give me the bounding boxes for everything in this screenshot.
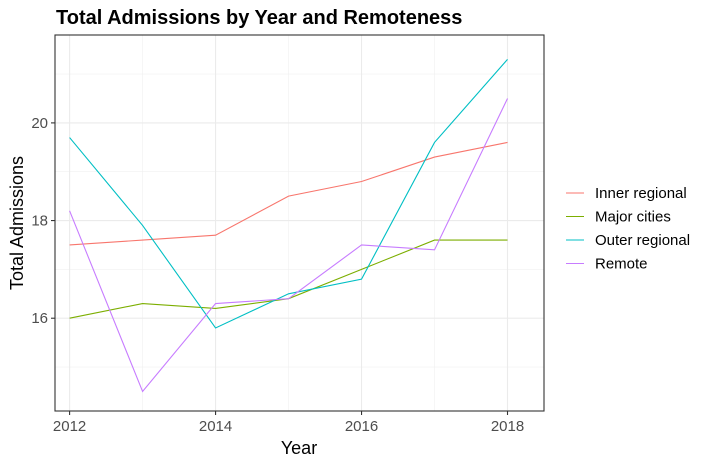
chart-title: Total Admissions by Year and Remoteness — [56, 7, 462, 29]
plot-area — [54, 34, 545, 412]
legend-label-major-cities: Major cities — [595, 209, 671, 226]
minor-gridlines — [55, 35, 544, 411]
y-axis-title: Total Admissions — [7, 156, 27, 290]
y-tick-label: 16 — [31, 310, 48, 327]
x-axis-title: Year — [281, 438, 317, 458]
y-tick-label: 18 — [31, 213, 48, 230]
y-axis-ticks: 16 18 20 — [31, 115, 55, 327]
x-tick-label: 2014 — [199, 418, 232, 435]
plot-panel — [55, 35, 544, 411]
x-tick-label: 2012 — [53, 418, 86, 435]
series-lines — [69, 59, 509, 393]
plot-border — [54, 34, 545, 412]
major-gridlines — [55, 35, 544, 411]
x-tick-label: 2016 — [345, 418, 378, 435]
x-axis-ticks: 2012 2014 2016 2018 — [53, 411, 524, 435]
series-line-outer-regional — [69, 59, 508, 329]
series-line-remote — [69, 98, 509, 393]
legend: Inner regional Major cities Outer regional… — [566, 185, 690, 273]
x-tick-label: 2018 — [491, 418, 524, 435]
series-line-inner-regional — [69, 141, 508, 246]
legend-label-remote: Remote — [595, 256, 648, 273]
legend-label-outer-regional: Outer regional — [595, 232, 690, 249]
y-tick-label: 20 — [31, 115, 48, 132]
legend-label-inner-regional: Inner regional — [595, 185, 687, 202]
